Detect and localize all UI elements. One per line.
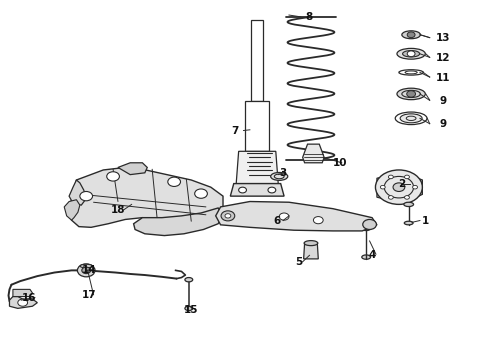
Circle shape <box>314 217 323 224</box>
Text: 11: 11 <box>436 73 450 83</box>
Text: 14: 14 <box>81 265 96 275</box>
Circle shape <box>389 195 393 199</box>
Polygon shape <box>236 151 278 184</box>
Polygon shape <box>245 101 270 151</box>
Circle shape <box>268 187 276 193</box>
Text: 9: 9 <box>440 96 446 106</box>
Circle shape <box>363 220 376 229</box>
Ellipse shape <box>400 114 422 123</box>
Circle shape <box>405 195 410 199</box>
Ellipse shape <box>185 306 193 311</box>
Circle shape <box>380 185 385 189</box>
Circle shape <box>107 172 120 181</box>
Polygon shape <box>134 208 223 235</box>
Ellipse shape <box>397 48 425 59</box>
Text: 17: 17 <box>82 291 97 301</box>
Text: 9: 9 <box>440 120 446 129</box>
Circle shape <box>195 189 207 198</box>
Text: 12: 12 <box>436 53 450 63</box>
Circle shape <box>413 185 417 189</box>
Circle shape <box>405 175 410 179</box>
Circle shape <box>407 32 415 38</box>
Text: 15: 15 <box>184 305 198 315</box>
Text: 4: 4 <box>368 250 376 260</box>
Ellipse shape <box>404 221 413 225</box>
Polygon shape <box>64 200 80 220</box>
Circle shape <box>393 183 405 192</box>
Text: 6: 6 <box>273 216 280 226</box>
Text: 2: 2 <box>398 179 405 189</box>
Circle shape <box>18 299 27 306</box>
Circle shape <box>279 213 289 220</box>
Text: 16: 16 <box>22 293 36 303</box>
Ellipse shape <box>362 226 370 230</box>
Circle shape <box>389 175 393 179</box>
Polygon shape <box>9 297 37 309</box>
Text: 13: 13 <box>436 33 450 43</box>
Circle shape <box>221 211 235 221</box>
Text: 7: 7 <box>232 126 239 135</box>
Circle shape <box>375 170 422 204</box>
Circle shape <box>239 187 246 193</box>
Ellipse shape <box>185 278 193 282</box>
Circle shape <box>77 264 95 277</box>
Ellipse shape <box>397 88 425 100</box>
Text: 5: 5 <box>295 257 302 267</box>
Ellipse shape <box>362 255 370 259</box>
Circle shape <box>168 177 180 186</box>
Polygon shape <box>230 184 284 196</box>
Ellipse shape <box>403 50 419 57</box>
Ellipse shape <box>402 31 420 39</box>
Ellipse shape <box>304 240 318 246</box>
Ellipse shape <box>80 264 92 268</box>
Ellipse shape <box>270 172 288 180</box>
Polygon shape <box>69 180 86 205</box>
Ellipse shape <box>404 202 414 207</box>
Polygon shape <box>251 21 263 101</box>
Circle shape <box>407 91 416 97</box>
Text: 1: 1 <box>422 216 429 226</box>
Text: 10: 10 <box>333 158 347 168</box>
Polygon shape <box>377 173 422 203</box>
Circle shape <box>80 192 93 201</box>
Polygon shape <box>118 163 147 175</box>
Polygon shape <box>304 243 318 259</box>
Polygon shape <box>69 167 223 227</box>
Text: 18: 18 <box>111 206 125 216</box>
Polygon shape <box>13 289 32 297</box>
Text: 3: 3 <box>279 168 286 178</box>
Text: 8: 8 <box>305 12 312 22</box>
Circle shape <box>225 214 231 218</box>
Circle shape <box>407 51 415 57</box>
Polygon shape <box>216 202 377 231</box>
Circle shape <box>82 267 91 274</box>
Polygon shape <box>303 144 324 163</box>
